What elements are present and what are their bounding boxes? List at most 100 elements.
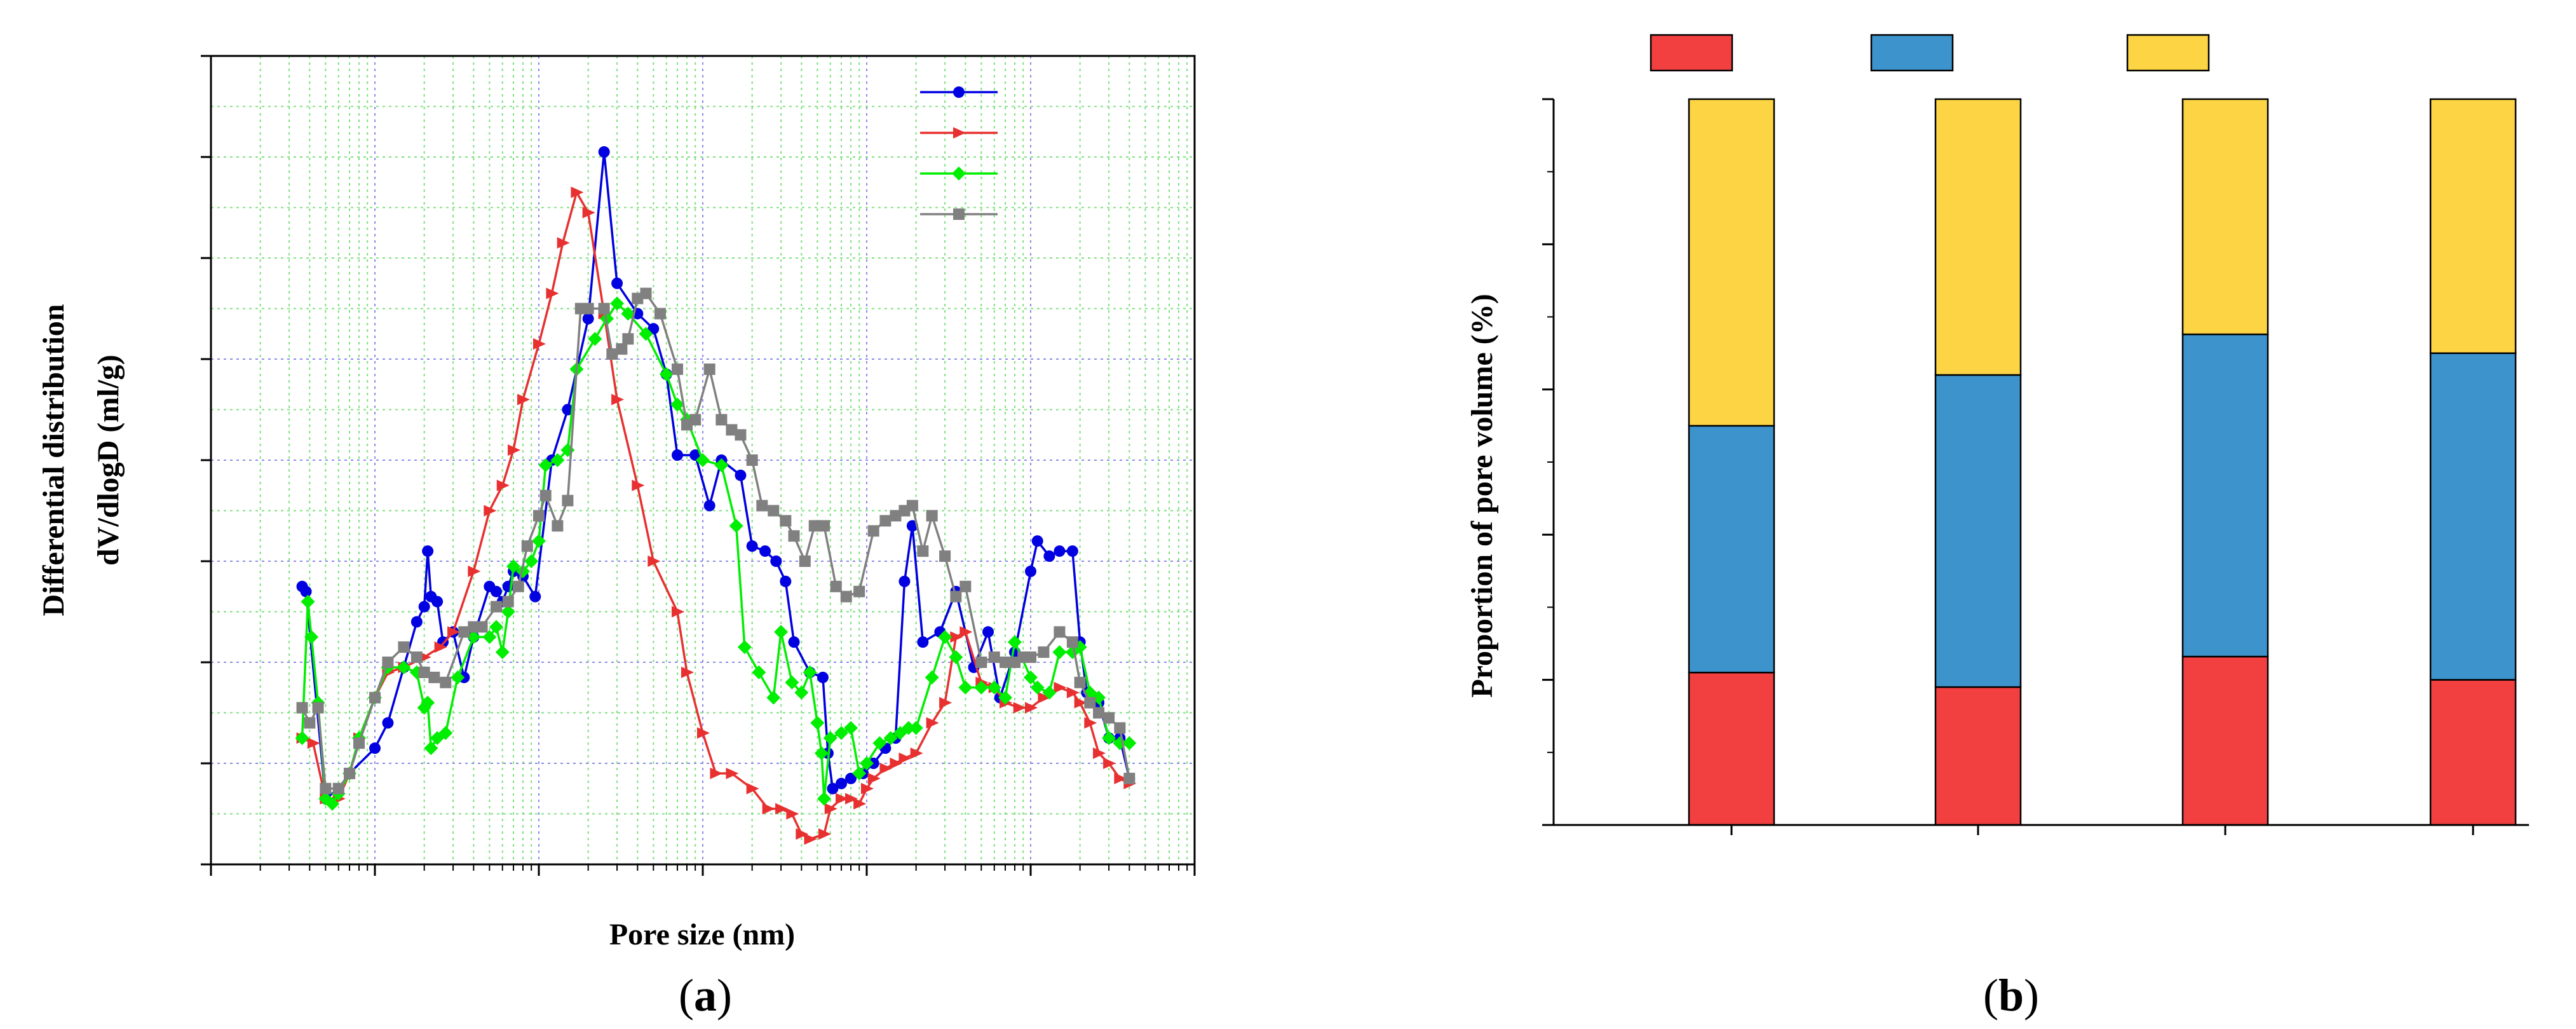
data-point-AM1.5 xyxy=(737,640,752,655)
bar-group-AM2.0 xyxy=(1688,98,1775,835)
data-point-AM1.2 xyxy=(726,767,739,779)
data-point-AM1.0 xyxy=(788,636,800,648)
data-point-AM1.2 xyxy=(867,772,881,784)
data-point-AM2.0 xyxy=(689,414,702,426)
data-point-AM2.0 xyxy=(353,737,365,749)
panel-a-caption: (a) xyxy=(679,970,732,1021)
data-point-AM1.5 xyxy=(925,670,939,685)
panel-b-caption-letter: b xyxy=(1998,970,2024,1021)
data-point-AM2.0 xyxy=(735,429,747,441)
legend-entry-1 xyxy=(1650,34,1733,72)
data-point-AM2.0 xyxy=(672,363,684,375)
data-point-AM1.5 xyxy=(714,458,729,472)
data-point-AM1.5 xyxy=(397,660,411,674)
bar-segment-AM1.2-1 xyxy=(2181,655,2269,826)
data-point-AM1.0 xyxy=(780,575,792,587)
data-point-AM1.5 xyxy=(872,736,887,751)
data-point-AM2.0 xyxy=(440,676,452,688)
data-point-AM1.2 xyxy=(1025,702,1038,714)
data-point-AM2.0 xyxy=(606,348,618,360)
data-point-AM1.5 xyxy=(304,630,319,644)
data-point-AM2.0 xyxy=(799,555,811,567)
data-point-AM1.0 xyxy=(672,449,684,461)
data-point-AM1.5 xyxy=(421,695,435,710)
data-point-AM2.0 xyxy=(768,505,780,517)
data-point-AM2.0 xyxy=(512,580,524,592)
data-point-AM1.5 xyxy=(659,367,674,381)
data-point-AM2.0 xyxy=(715,414,728,426)
legend-marker-AM2.0 xyxy=(953,208,965,220)
data-point-AM2.0 xyxy=(1103,712,1115,724)
data-point-AM2.0 xyxy=(640,287,652,299)
bar-segment-AM1.0-2 xyxy=(2429,352,2517,681)
data-point-AM1.5 xyxy=(501,604,515,619)
data-point-AM1.0 xyxy=(917,636,929,648)
data-point-AM1.2 xyxy=(1103,758,1116,769)
data-point-AM1.5 xyxy=(810,716,825,730)
data-point-AM1.0 xyxy=(898,575,911,587)
data-point-AM2.0 xyxy=(369,692,381,704)
series-AM2.0 xyxy=(296,287,1135,794)
data-point-AM1.5 xyxy=(774,625,789,639)
data-point-AM1.0 xyxy=(582,313,594,325)
data-point-AM1.5 xyxy=(295,731,309,746)
data-point-AM1.2 xyxy=(1074,697,1087,709)
legend-swatch xyxy=(1870,34,1954,72)
data-point-AM1.2 xyxy=(1054,681,1067,693)
data-point-AM1.0 xyxy=(836,777,848,789)
data-point-AM2.0 xyxy=(906,500,918,512)
data-point-AM1.2 xyxy=(611,393,625,405)
data-point-AM1.5 xyxy=(1024,670,1038,685)
panel-a-legend xyxy=(920,86,998,220)
panel-b-ylabel: Proportion of pore volume (%) xyxy=(1465,294,1499,697)
data-point-AM1.5 xyxy=(938,630,952,644)
data-point-AM1.2 xyxy=(844,793,858,805)
data-point-AM1.2 xyxy=(775,803,789,815)
data-point-AM2.0 xyxy=(622,333,634,345)
data-point-AM1.5 xyxy=(794,685,809,700)
data-point-AM1.0 xyxy=(1054,545,1066,557)
data-point-AM1.5 xyxy=(834,726,849,740)
data-point-AM1.5 xyxy=(814,746,829,761)
data-point-AM2.0 xyxy=(917,545,929,557)
data-point-AM1.5 xyxy=(482,630,497,644)
legend-entry-AM1.0 xyxy=(920,86,998,98)
data-point-AM1.0 xyxy=(382,717,394,729)
series-AM1.5 xyxy=(295,296,1137,811)
data-point-AM1.2 xyxy=(697,727,710,739)
legend-entry-3 xyxy=(2126,34,2210,72)
data-point-AM1.2 xyxy=(1093,747,1106,760)
data-point-AM1.5 xyxy=(532,534,546,549)
data-point-AM1.0 xyxy=(746,540,758,552)
data-point-AM1.0 xyxy=(491,585,503,597)
data-point-AM1.0 xyxy=(770,555,782,567)
data-point-AM1.2 xyxy=(1084,717,1097,729)
data-point-AM1.2 xyxy=(508,444,521,456)
data-point-AM1.0 xyxy=(1043,550,1055,562)
data-point-AM2.0 xyxy=(410,651,423,664)
data-point-AM1.5 xyxy=(1030,680,1045,695)
panel-a-line-chart: Differential distribution dV/dlogD (ml/g… xyxy=(37,55,1196,1021)
data-point-AM1.0 xyxy=(369,742,381,754)
data-point-AM2.0 xyxy=(582,303,594,315)
data-point-AM2.0 xyxy=(1123,772,1135,784)
bar-segment-AM2.0-2 xyxy=(1688,425,1775,674)
data-point-AM1.2 xyxy=(484,505,497,517)
data-point-AM1.0 xyxy=(735,469,747,481)
bar-group-AM1.0 xyxy=(2429,98,2517,835)
data-point-AM1.2 xyxy=(447,626,461,638)
data-point-AM2.0 xyxy=(304,717,316,729)
data-point-AM2.0 xyxy=(1084,697,1096,709)
legend-marker-AM1.5 xyxy=(952,167,966,181)
data-point-AM1.2 xyxy=(898,753,912,765)
data-point-AM1.0 xyxy=(1066,545,1078,557)
data-point-AM2.0 xyxy=(840,590,852,603)
data-point-AM2.0 xyxy=(853,585,865,597)
data-point-AM1.5 xyxy=(958,680,973,695)
data-point-AM1.2 xyxy=(1114,772,1127,784)
data-point-AM2.0 xyxy=(746,454,758,466)
data-point-AM1.2 xyxy=(1066,686,1080,698)
data-point-AM1.2 xyxy=(582,207,595,219)
data-point-AM1.2 xyxy=(710,767,723,779)
